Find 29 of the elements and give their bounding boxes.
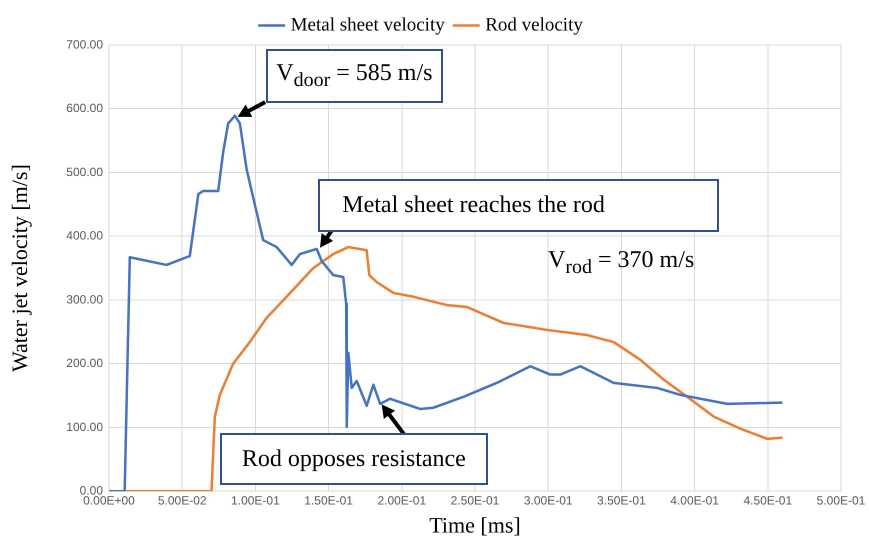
x-tick-label: 3.50E-01 <box>597 494 646 508</box>
y-tick-label: 300.00 <box>66 292 104 306</box>
x-tick-label: 4.50E-01 <box>743 494 792 508</box>
y-tick-label: 400.00 <box>66 228 104 243</box>
x-tick-label: 1.50E-01 <box>304 494 354 508</box>
y-tick-label: 100.00 <box>66 420 104 434</box>
annotation: V$_{door}$ = 585 m/s <box>276 60 432 92</box>
legend-label: Metal sheet velocity <box>290 14 446 36</box>
x-tick-label: 4.00E-01 <box>670 494 720 508</box>
x-tick-label: 2.00E-01 <box>377 494 426 508</box>
x-axis-title: Time [ms] <box>429 512 521 538</box>
legend-label: Rod velocity <box>485 14 584 36</box>
y-tick-label: 600.00 <box>66 101 104 116</box>
y-axis-title: Water jet velocity [m/s] <box>6 164 32 372</box>
callout-box: Rod opposes resistance <box>220 433 488 486</box>
x-tick-label: 1.00E-01 <box>231 494 280 508</box>
callout-box: V$_{door}$ = 585 m/s <box>266 49 443 104</box>
y-tick-label: 500.00 <box>66 164 104 179</box>
x-tick-label: 5.00E-01 <box>816 494 866 508</box>
y-tick-label: 200.00 <box>66 356 104 370</box>
y-tick-label: 700.00 <box>66 37 104 52</box>
annotation: Rod opposes resistance <box>242 446 466 473</box>
x-tick-label: 0.00E+00 <box>83 494 136 508</box>
annotation: V$_{rod}$ = 370 m/s <box>548 246 694 279</box>
x-tick-label: 5.00E-02 <box>158 494 207 508</box>
x-tick-label: 2.50E-01 <box>450 494 500 508</box>
x-tick-label: 3.00E-01 <box>524 494 573 508</box>
callout-box: Metal sheet reaches the rod <box>318 179 720 232</box>
annotation: Metal sheet reaches the rod <box>342 192 605 220</box>
